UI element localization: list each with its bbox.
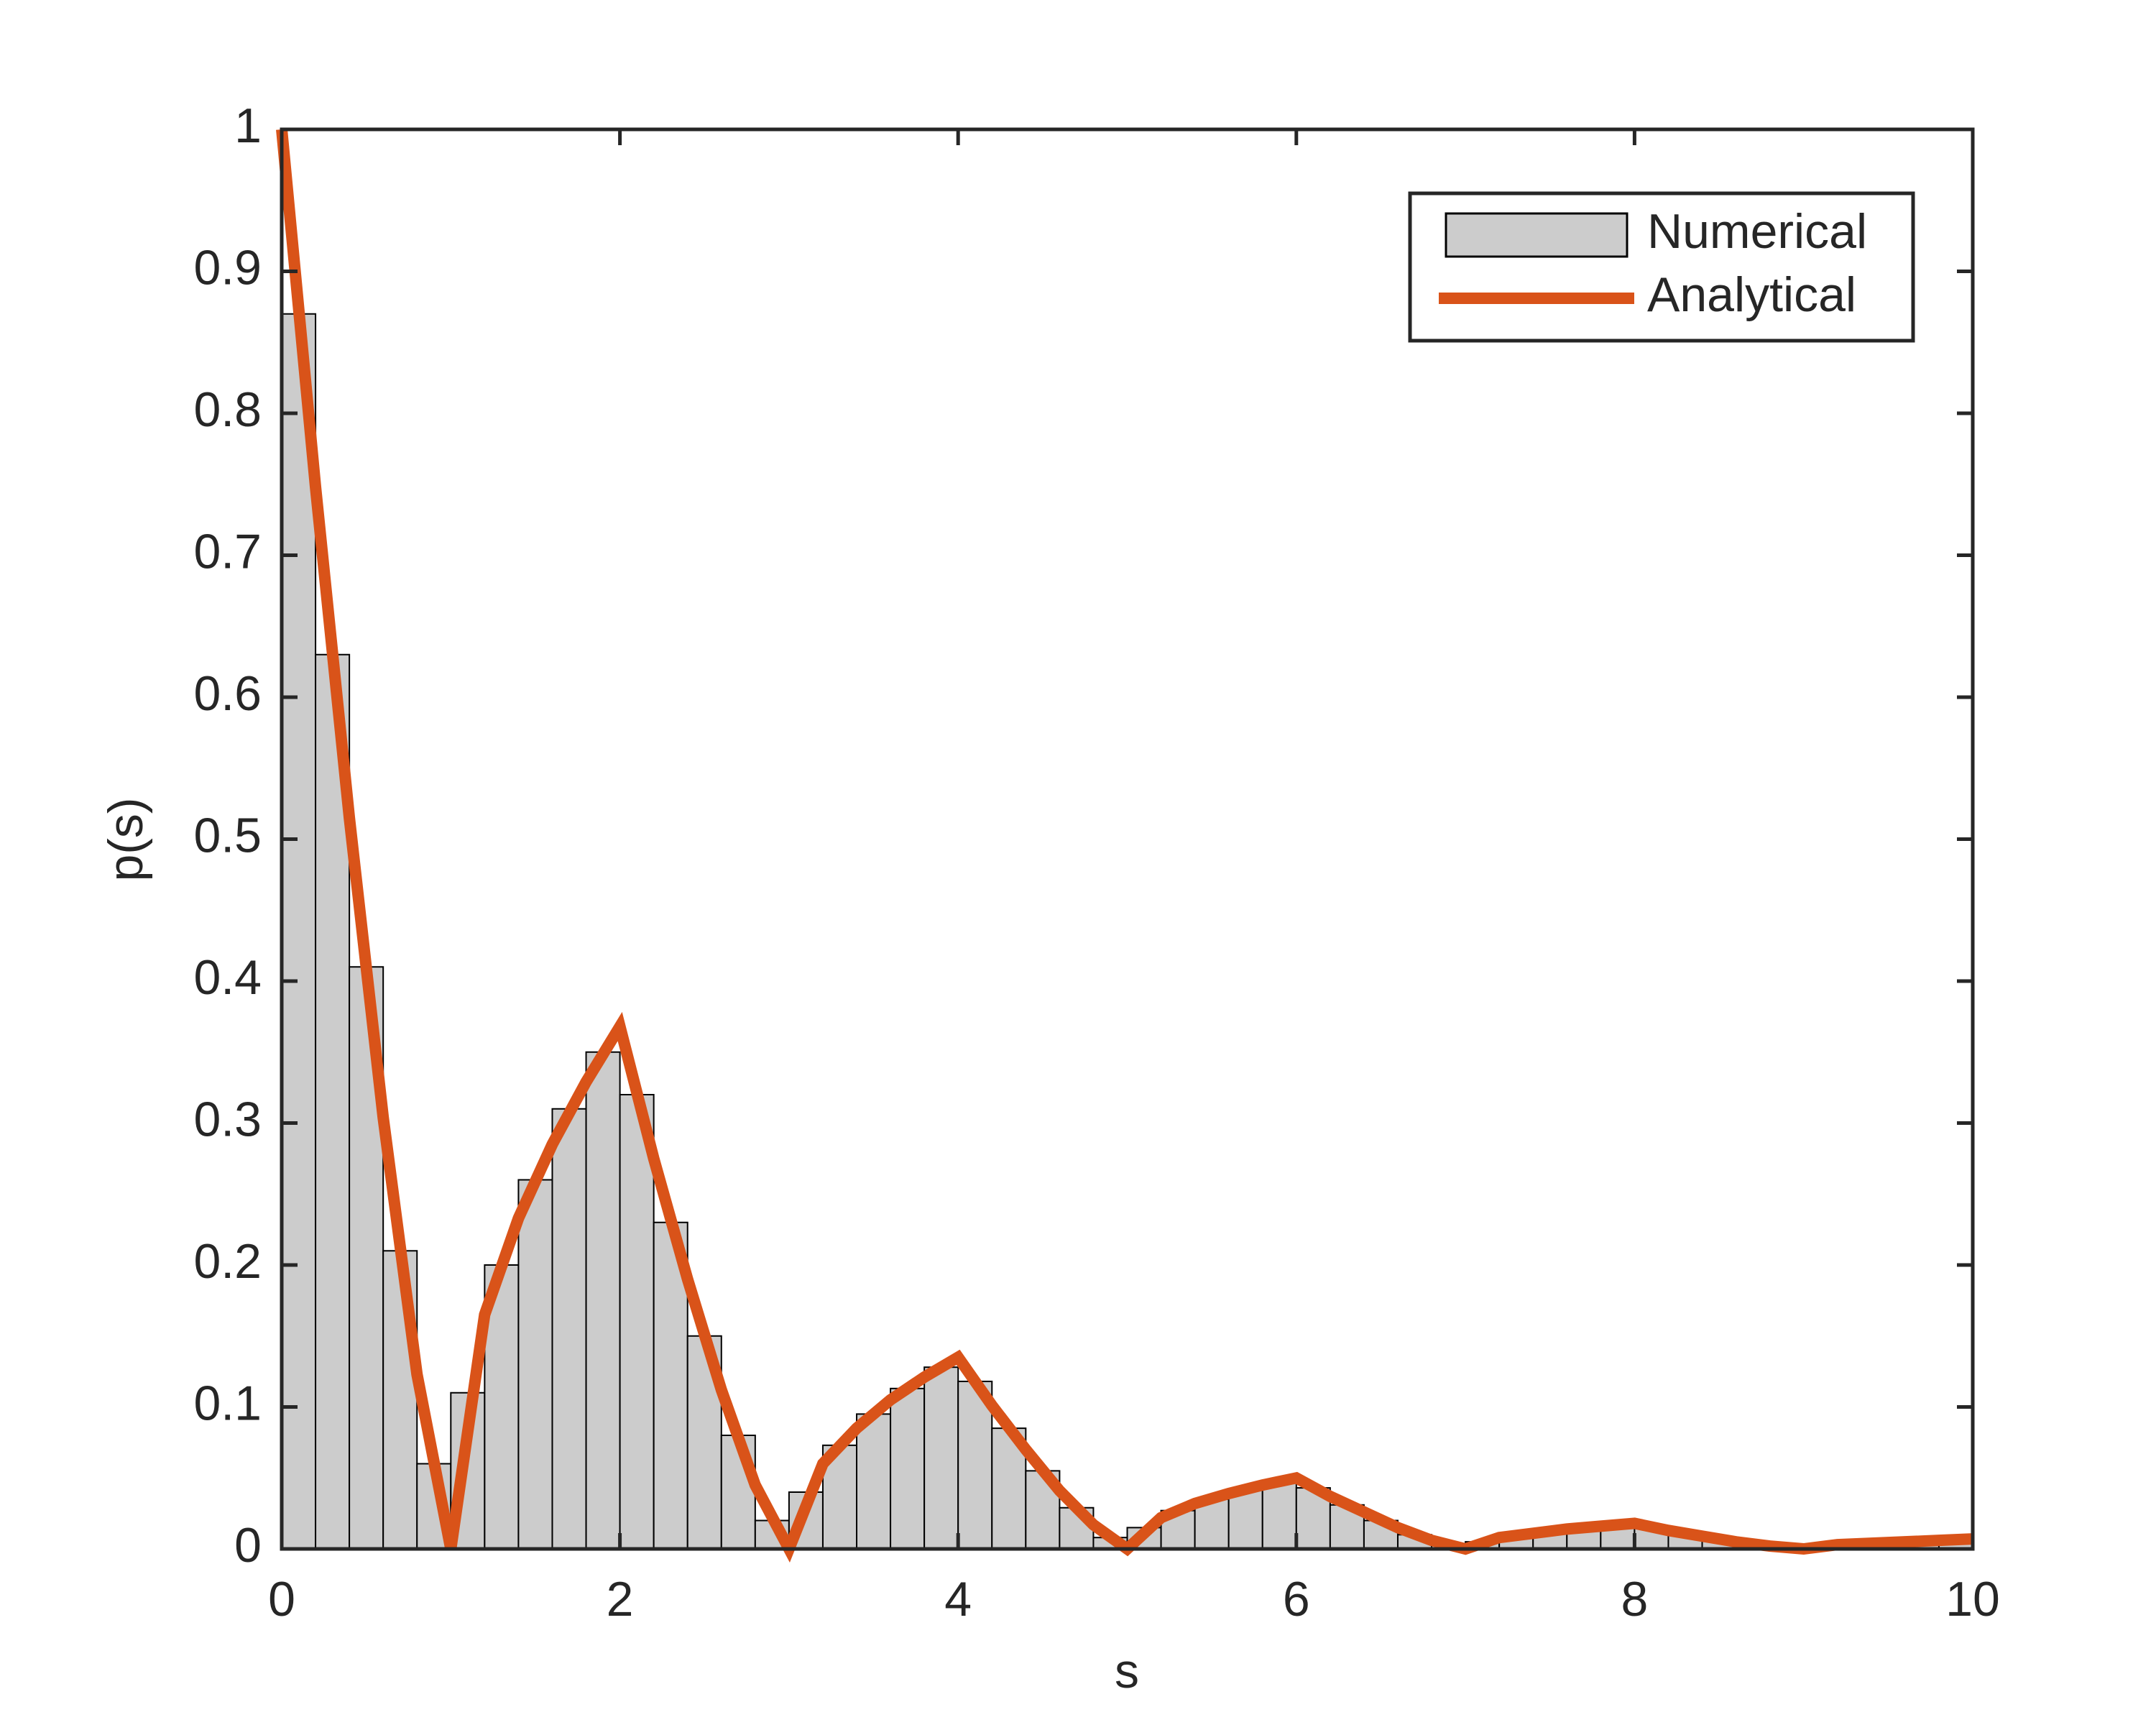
- x-tick-label: 0: [268, 1572, 295, 1627]
- y-tick-label: 0.2: [193, 1234, 262, 1289]
- y-axis-label: p(s): [98, 797, 153, 881]
- legend-swatch: [1445, 212, 1628, 258]
- histogram-bar: [585, 1051, 621, 1550]
- x-axis-label: s: [1115, 1644, 1139, 1698]
- y-tick-label: 1: [234, 98, 262, 153]
- x-tick-label: 6: [1283, 1572, 1310, 1627]
- y-tick-label: 0.5: [193, 808, 262, 862]
- y-tick-label: 0.9: [193, 240, 262, 295]
- legend-label: Numerical: [1647, 204, 1867, 259]
- x-tick-label: 8: [1621, 1572, 1648, 1627]
- histogram-bar: [517, 1179, 553, 1550]
- histogram-bar: [619, 1094, 655, 1550]
- y-tick-label: 0.6: [193, 666, 262, 721]
- histogram-bar: [856, 1413, 892, 1550]
- histogram-bar: [1227, 1489, 1263, 1550]
- y-tick-label: 0: [234, 1518, 262, 1573]
- x-tick-label: 10: [1945, 1572, 2000, 1627]
- histogram-bar: [890, 1387, 926, 1550]
- legend-label: Analytical: [1647, 267, 1856, 322]
- histogram-bar: [1261, 1481, 1297, 1550]
- y-tick-label: 0.1: [193, 1376, 262, 1430]
- y-tick-label: 0.3: [193, 1092, 262, 1146]
- x-tick-label: 4: [944, 1572, 972, 1627]
- x-tick-label: 2: [607, 1572, 634, 1627]
- histogram-bar: [281, 313, 317, 1550]
- y-tick-label: 0.7: [193, 524, 262, 579]
- histogram-bar: [923, 1366, 959, 1550]
- y-tick-label: 0.4: [193, 950, 262, 1005]
- y-tick-label: 0.8: [193, 382, 262, 437]
- histogram-bar: [551, 1108, 587, 1550]
